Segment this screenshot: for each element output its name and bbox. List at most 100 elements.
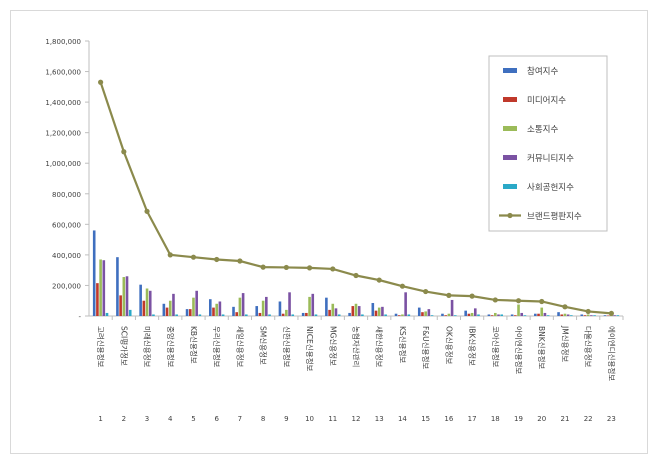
legend-label: 커뮤니티지수 — [527, 153, 574, 164]
x-category-label: JM신용정보 — [560, 325, 570, 362]
rank-label: 16 — [444, 415, 453, 423]
line-point — [608, 310, 614, 317]
line-point — [423, 288, 429, 295]
rank-label: 12 — [352, 415, 361, 423]
bar — [337, 314, 341, 316]
x-category-label: 다올신용정보 — [584, 326, 594, 367]
bar — [125, 276, 129, 316]
bar — [563, 313, 567, 316]
bar — [198, 314, 202, 316]
axes: - 200,000 400,000 600,000 800,000 1,000,000 1,… — [45, 38, 624, 321]
bar — [361, 314, 364, 316]
legend-box — [488, 55, 608, 232]
y-tick-label: 400,000 — [52, 252, 81, 260]
x-category-label: 코아신용정보 — [491, 326, 501, 367]
bar — [543, 312, 547, 316]
bar — [490, 315, 494, 316]
line-point — [237, 258, 243, 264]
x-category-label: SM신용정보 — [259, 326, 269, 365]
x-category-label: 중앙신용정보 — [166, 326, 176, 367]
line-point — [306, 265, 313, 271]
bar — [566, 314, 570, 316]
bar — [96, 283, 99, 316]
line-point — [144, 208, 150, 214]
x-category-label: IBK신용정보 — [468, 326, 478, 366]
bar — [583, 315, 587, 316]
bar — [328, 309, 331, 316]
x-category-label: 우리신용정보 — [212, 326, 222, 367]
rank-label: 4 — [168, 415, 173, 423]
bar — [308, 296, 311, 316]
bar — [447, 313, 451, 316]
bar — [470, 312, 474, 316]
legend-swatch — [503, 184, 517, 189]
bar — [487, 314, 491, 316]
x-tick-labels: 고려신용정보 1 SCI평가정보 2 미래신용정보 3 중앙신용정보 4 KB신용정보 5 우리신용… — [96, 325, 617, 423]
bar — [165, 307, 169, 316]
legend-label: 사회공헌지수 — [527, 183, 574, 193]
line-point — [515, 298, 522, 304]
bar — [540, 307, 544, 316]
bar — [99, 259, 102, 316]
bar — [514, 315, 517, 316]
bar — [212, 307, 215, 316]
bar — [467, 313, 471, 316]
bar — [580, 314, 584, 316]
line-point — [190, 254, 197, 260]
rank-label: 1 — [98, 415, 102, 423]
bar — [162, 303, 166, 316]
bar — [464, 310, 467, 316]
bar — [116, 257, 119, 316]
bar — [560, 314, 564, 316]
bar — [148, 290, 152, 316]
line-point — [121, 149, 127, 155]
bar — [145, 288, 149, 316]
bar — [314, 314, 318, 316]
bar — [417, 307, 421, 316]
bar — [311, 293, 315, 316]
bar — [377, 307, 381, 316]
bar — [218, 301, 222, 316]
bar — [357, 306, 361, 316]
line-point — [167, 252, 173, 258]
line-point — [214, 256, 220, 263]
legend-label: 참여지수 — [527, 66, 558, 77]
x-category-label: OK신용정보 — [444, 326, 454, 365]
rank-label: 18 — [491, 415, 500, 423]
bar — [430, 315, 434, 316]
bar — [258, 312, 262, 316]
bar — [427, 309, 431, 316]
y-tick-label: 1,800,000 — [45, 38, 81, 46]
bar — [215, 303, 218, 316]
bar — [371, 303, 375, 316]
bar — [291, 314, 295, 316]
bar — [546, 315, 550, 316]
bar — [381, 306, 384, 316]
line-point — [446, 292, 452, 298]
rank-label: 19 — [514, 415, 523, 423]
rank-label: 17 — [468, 415, 477, 423]
bar — [285, 309, 288, 316]
bar-line-chart: - 200,000 400,000 600,000 800,000 1,000,000 1,… — [45, 38, 624, 423]
bar — [232, 306, 235, 316]
x-category-label: 새한신용정보 — [375, 326, 385, 367]
bar — [265, 296, 268, 316]
bar — [325, 297, 328, 316]
legend-swatch — [503, 155, 517, 160]
bar — [139, 284, 142, 316]
rank-label: 6 — [214, 415, 219, 423]
x-category-label: 신한신용정보 — [282, 326, 292, 367]
bar — [384, 314, 387, 316]
bar — [616, 315, 620, 316]
bar — [102, 260, 106, 316]
line-point — [469, 293, 475, 299]
bar — [268, 314, 271, 316]
bar — [374, 310, 378, 316]
rank-label: 23 — [607, 415, 616, 423]
bar — [593, 315, 596, 316]
legend-line-marker — [507, 212, 513, 219]
x-category-label: 아이엔신용정보 — [514, 326, 524, 374]
y-tick-label: 1,600,000 — [45, 69, 81, 77]
bar — [450, 299, 454, 316]
